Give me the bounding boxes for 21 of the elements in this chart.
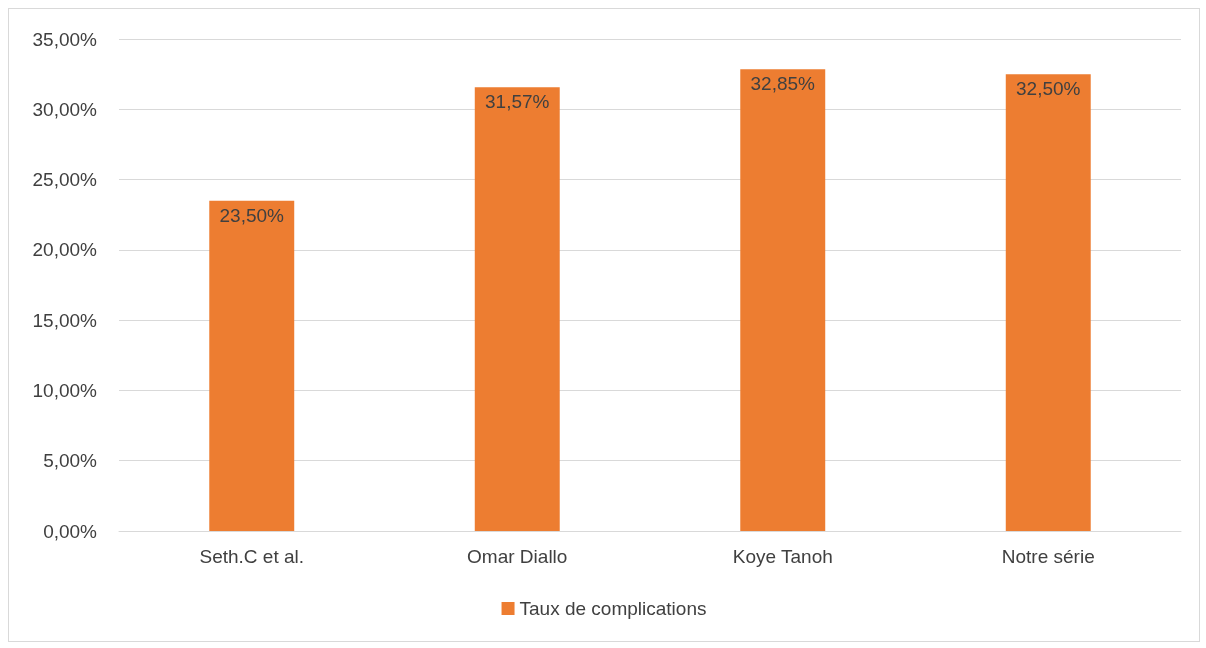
y-tick-label: 15,00% — [32, 309, 98, 331]
x-tick-label: Notre série — [1001, 546, 1095, 567]
bar — [209, 200, 295, 531]
x-tick-label: Omar Diallo — [467, 546, 568, 567]
y-tick-label: 5,00% — [43, 450, 98, 472]
y-tick-label: 0,00% — [43, 520, 98, 542]
data-label: 23,50% — [219, 204, 285, 226]
x-tick-label: Seth.C et al. — [199, 546, 305, 567]
y-tick-label: 10,00% — [32, 379, 98, 401]
x-tick-label: Koye Tanoh — [732, 546, 833, 567]
data-label: 31,57% — [485, 91, 550, 113]
y-tick-label: 35,00% — [32, 28, 98, 50]
legend-label: Taux de complications — [519, 598, 707, 619]
data-label: 32,50% — [1016, 78, 1081, 100]
bar — [740, 69, 826, 531]
y-tick-label: 20,00% — [32, 239, 98, 261]
bar — [1005, 74, 1091, 531]
y-tick-label: 25,00% — [32, 169, 98, 191]
y-tick-label: 30,00% — [32, 98, 98, 120]
bar — [474, 87, 560, 531]
data-label: 32,85% — [750, 73, 816, 95]
